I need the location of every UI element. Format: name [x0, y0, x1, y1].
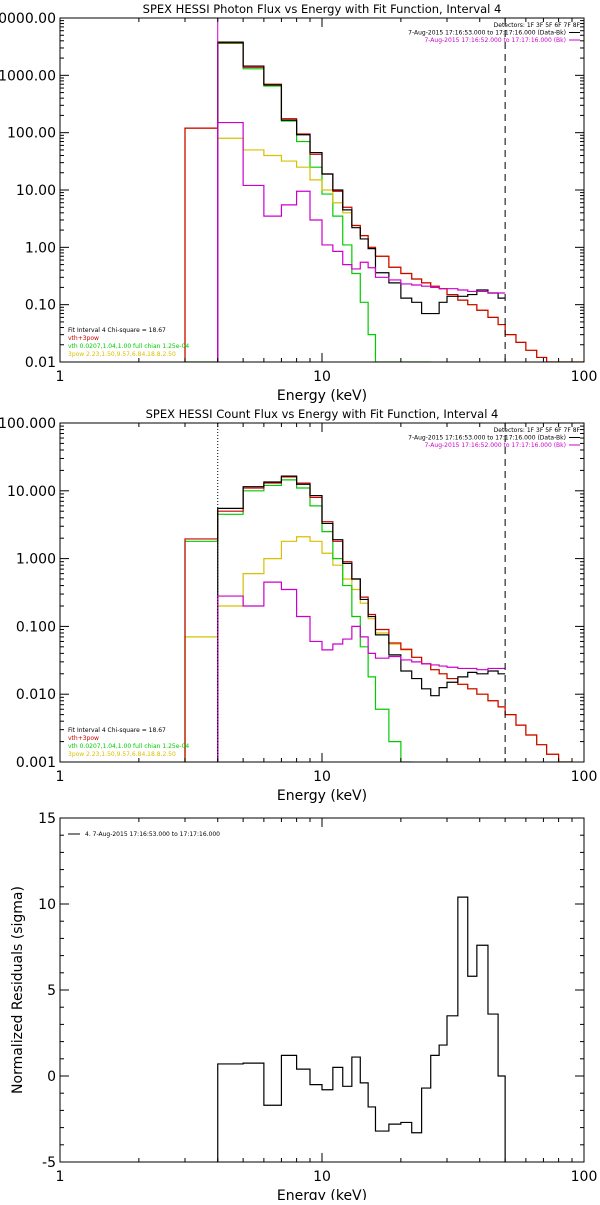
y-tick-label: 1000.00	[0, 68, 56, 84]
legend-top-left: 4. 7-Aug-2015 17:16:53.000 to 17:17:16.0…	[68, 831, 220, 838]
legend-bottom-left: Fit Interval 4 Chi-square = 18.67vth+3po…	[68, 327, 189, 358]
series-group	[184, 41, 584, 362]
y-tick-label: 0.01	[25, 355, 56, 371]
fit-legend-text: Fit Interval 4 Chi-square = 18.67	[68, 327, 166, 334]
series-line-bk	[217, 581, 506, 762]
fit-legend-text: vth 0.0207,1.04,1.00 full chian 1.25e-04	[68, 343, 189, 350]
x-tick-label: 10	[313, 769, 331, 785]
legend-bottom-left: Fit Interval 4 Chi-square = 18.67vth+3po…	[68, 727, 189, 758]
y-tick-label: 0	[47, 1069, 56, 1085]
y-tick-label: 1.000	[16, 552, 56, 568]
y-tick-label: 10.00	[16, 183, 56, 199]
y-tick-label: 0.10	[25, 298, 56, 314]
x-axis: 1 10 100 Energy (keV)	[56, 18, 598, 404]
x-tick-label: 100	[571, 769, 598, 785]
y-tick-label: 0.001	[16, 755, 56, 771]
y-axis: 0.001 0.010 0.100 1.000 10.000 100.000	[0, 416, 584, 771]
y-axis: -5 0 5 10 15 Normalized Residuals (sigma)	[10, 811, 584, 1171]
x-tick-label: 100	[571, 369, 598, 385]
y-tick-label: 10000.00	[0, 11, 56, 27]
y-tick-label: 10.000	[7, 484, 56, 500]
x-tick-label: 10	[313, 1169, 331, 1185]
fit-legend-text: Fit Interval 4 Chi-square = 18.67	[68, 727, 166, 734]
y-tick-label: -5	[42, 1155, 56, 1171]
y-tick-label: 15	[38, 811, 56, 827]
x-axis-label: Energy (keV)	[277, 388, 367, 404]
legend-entry-text: 7-Aug-2015 17:16:53.000 to 17:17:16.000 …	[408, 30, 566, 37]
y-tick-label: 100.00	[7, 126, 56, 142]
y-tick-label: 100.000	[0, 416, 56, 432]
x-axis-label: Energy (keV)	[277, 788, 367, 804]
series-line-bk	[217, 121, 506, 362]
fit-legend-text: 3pow 2.23,1.50,9.57,6.84,18.8,2.50	[68, 351, 176, 358]
x-tick-label: 10	[313, 369, 331, 385]
x-tick-label: 1	[56, 369, 65, 385]
y-tick-label: 5	[47, 983, 56, 999]
chart-panel-0: SPEX HESSI Photon Flux vs Energy with Fi…	[0, 2, 597, 404]
series-line-data	[217, 475, 506, 762]
legend-entry-text: Detectors: 1F 3F 5F 6F 7F 8F	[494, 427, 581, 434]
x-tick-label: 1	[56, 1169, 65, 1185]
x-tick-label: 100	[571, 1169, 598, 1185]
y-tick-label: 0.010	[16, 687, 56, 703]
series-group	[184, 475, 573, 762]
series-group	[217, 896, 506, 1162]
chart-panel-1: SPEX HESSI Count Flux vs Energy with Fit…	[0, 407, 597, 804]
legend-entry-text: 7-Aug-2015 17:16:53.000 to 17:17:16.000 …	[408, 435, 566, 442]
chart-title: SPEX HESSI Count Flux vs Energy with Fit…	[146, 407, 499, 421]
series-line-residuals	[217, 896, 506, 1162]
fit-legend-text: 3pow 2.23,1.50,9.57,6.84,18.8,2.50	[68, 751, 176, 758]
chart-title: SPEX HESSI Photon Flux vs Energy with Fi…	[143, 2, 502, 16]
y-tick-label: 10	[38, 897, 56, 913]
legend-entry-text: 7-Aug-2015 17:16:52.000 to 17:17:16.000 …	[424, 37, 566, 44]
y-tick-label: 1.00	[25, 240, 56, 256]
y-tick-label: 0.100	[16, 619, 56, 635]
fit-legend-text: vth+3pow	[68, 335, 99, 342]
x-axis-label: Energy (keV)	[277, 1188, 367, 1200]
y-axis: 0.01 0.10 1.00 10.00 100.00 1000.00 10000.00	[0, 11, 584, 371]
legend-top-right: Detectors: 1F 3F 5F 6F 7F 8F7-Aug-2015 1…	[408, 22, 580, 44]
x-axis: 1 10 100 Energy (keV)	[56, 423, 598, 804]
fit-legend-text: vth 0.0207,1.04,1.00 full chian 1.25e-04	[68, 743, 189, 750]
series-line-data	[217, 41, 506, 362]
legend-top-right: Detectors: 1F 3F 5F 6F 7F 8F7-Aug-2015 1…	[408, 427, 580, 449]
legend-entry-text: Detectors: 1F 3F 5F 6F 7F 8F	[494, 22, 581, 29]
x-tick-label: 1	[56, 769, 65, 785]
legend-entry-text: 4. 7-Aug-2015 17:16:53.000 to 17:17:16.0…	[85, 831, 220, 838]
legend-entry-text: 7-Aug-2015 17:16:52.000 to 17:17:16.000 …	[424, 442, 566, 449]
fit-legend-text: vth+3pow	[68, 735, 99, 742]
y-axis-label: Normalized Residuals (sigma)	[10, 886, 26, 1094]
